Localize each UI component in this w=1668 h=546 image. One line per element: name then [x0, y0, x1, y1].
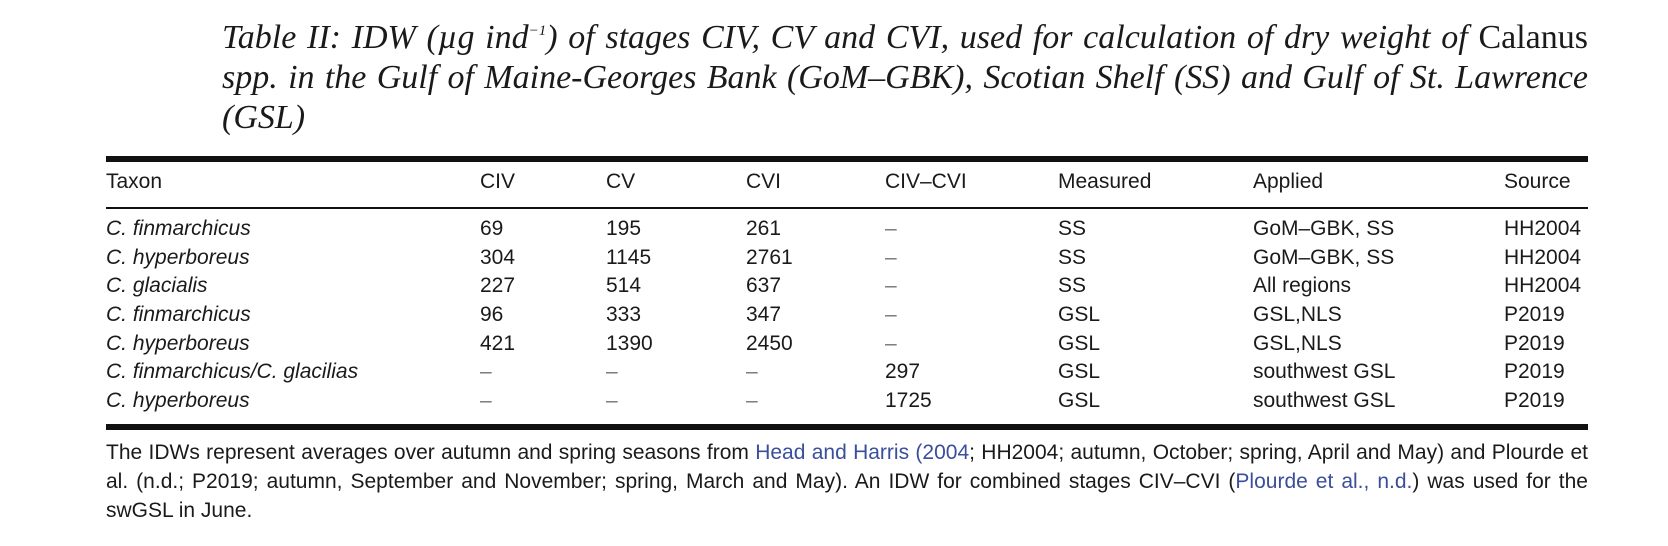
- table-row: C. finmarchicus/C. glacilias – – – 297 G…: [0, 358, 1668, 386]
- cell-civ-cvi: –: [885, 246, 897, 269]
- cell-civ: 227: [480, 274, 516, 297]
- cell-civ-cvi: –: [885, 303, 897, 326]
- cell-measured: SS: [1058, 246, 1087, 269]
- table-caption: Table II: IDW (µg ind−1) of stages CIV, …: [222, 18, 1588, 138]
- cell-taxon: C. finmarchicus/C. glacilias: [106, 360, 359, 383]
- cell-applied: southwest GSL: [1253, 360, 1396, 383]
- cell-civ-cvi: –: [885, 274, 897, 297]
- cell-civ-cvi: –: [885, 332, 897, 355]
- cell-measured: SS: [1058, 217, 1087, 240]
- cell-applied: GSL,NLS: [1253, 332, 1342, 355]
- caption-genus: Calanus: [1478, 19, 1588, 56]
- cell-cvi: 637: [746, 274, 782, 297]
- cell-taxon: C. hyperboreus: [106, 389, 250, 412]
- cell-measured: SS: [1058, 274, 1087, 297]
- cell-cv: –: [606, 389, 618, 412]
- table-row: C. glacialis 227 514 637 – SS All region…: [0, 272, 1668, 300]
- cell-source: P2019: [1504, 360, 1565, 383]
- cell-source: HH2004: [1504, 274, 1582, 297]
- cell-civ: 304: [480, 246, 516, 269]
- cell-cvi: 2450: [746, 332, 793, 355]
- table-row: C. hyperboreus 304 1145 2761 – SS GoM–GB…: [0, 244, 1668, 272]
- cell-applied: GoM–GBK, SS: [1253, 246, 1395, 269]
- cell-source: P2019: [1504, 389, 1565, 412]
- cell-source: HH2004: [1504, 246, 1582, 269]
- cell-taxon: C. hyperboreus: [106, 332, 250, 355]
- cell-applied: All regions: [1253, 274, 1352, 297]
- table-row: C. finmarchicus 96 333 347 – GSL GSL,NLS…: [0, 301, 1668, 329]
- cell-measured: GSL: [1058, 303, 1101, 326]
- cell-measured: GSL: [1058, 360, 1101, 383]
- caption-text-3: spp. in the Gulf of Maine-Georges Bank (…: [222, 59, 1588, 136]
- table-header-row: Taxon CIV CV CVI CIV–CVI Measured Applie…: [0, 168, 1668, 196]
- table-row: C. finmarchicus 69 195 261 – SS GoM–GBK,…: [0, 215, 1668, 243]
- citation-link-plourde[interactable]: Plourde et al., n.d.: [1235, 470, 1413, 493]
- table-row: C. hyperboreus – – – 1725 GSL southwest …: [0, 387, 1668, 415]
- cell-source: HH2004: [1504, 217, 1582, 240]
- cell-cvi: 261: [746, 217, 782, 240]
- cell-cv: 333: [606, 303, 642, 326]
- header-cvi: CVI: [746, 170, 782, 193]
- header-taxon: Taxon: [106, 170, 163, 193]
- cell-civ-cvi: 1725: [885, 389, 932, 412]
- cell-applied: GoM–GBK, SS: [1253, 217, 1395, 240]
- cell-taxon: C. hyperboreus: [106, 246, 250, 269]
- cell-measured: GSL: [1058, 332, 1101, 355]
- cell-cv: 514: [606, 274, 642, 297]
- caption-superscript: −1: [528, 23, 547, 39]
- footnote-text-3: ) was used for the swGSL in June.: [106, 470, 1588, 522]
- table-header-rule: [106, 207, 1588, 209]
- cell-taxon: C. finmarchicus: [106, 217, 251, 240]
- cell-source: P2019: [1504, 303, 1565, 326]
- cell-taxon: C. glacialis: [106, 274, 208, 297]
- cell-civ: –: [480, 389, 492, 412]
- cell-civ-cvi: 297: [885, 360, 921, 383]
- header-civ: CIV: [480, 170, 516, 193]
- cell-cv: 195: [606, 217, 642, 240]
- header-source: Source: [1504, 170, 1571, 193]
- cell-applied: southwest GSL: [1253, 389, 1396, 412]
- caption-text-1: Table II: IDW (µg ind: [222, 19, 529, 56]
- cell-civ: 421: [480, 332, 516, 355]
- header-cv: CV: [606, 170, 636, 193]
- cell-applied: GSL,NLS: [1253, 303, 1342, 326]
- header-measured: Measured: [1058, 170, 1152, 193]
- cell-cvi: 347: [746, 303, 782, 326]
- cell-cvi: 2761: [746, 246, 793, 269]
- cell-civ: 69: [480, 217, 504, 240]
- cell-taxon: C. finmarchicus: [106, 303, 251, 326]
- table-row: C. hyperboreus 421 1390 2450 – GSL GSL,N…: [0, 330, 1668, 358]
- cell-source: P2019: [1504, 332, 1565, 355]
- caption-text-2: ) of stages CIV, CV and CVI, used for ca…: [546, 19, 1479, 56]
- cell-civ: 96: [480, 303, 504, 326]
- table-bottom-rule: [106, 424, 1588, 430]
- table-top-rule: [106, 156, 1588, 162]
- cell-cvi: –: [746, 389, 758, 412]
- header-applied: Applied: [1253, 170, 1324, 193]
- cell-cv: 1390: [606, 332, 653, 355]
- table-footnote: The IDWs represent averages over autumn …: [106, 438, 1588, 525]
- cell-civ-cvi: –: [885, 217, 897, 240]
- cell-measured: GSL: [1058, 389, 1101, 412]
- footnote-text-2: ; HH2004; autumn, October; spring, April…: [106, 441, 1589, 493]
- cell-cvi: –: [746, 360, 758, 383]
- citation-link-head-harris[interactable]: Head and Harris (2004: [755, 441, 970, 464]
- header-civ-cvi: CIV–CVI: [885, 170, 967, 193]
- cell-cv: –: [606, 360, 618, 383]
- footnote-text-1: The IDWs represent averages over autumn …: [106, 441, 756, 464]
- cell-civ: –: [480, 360, 492, 383]
- cell-cv: 1145: [606, 246, 652, 269]
